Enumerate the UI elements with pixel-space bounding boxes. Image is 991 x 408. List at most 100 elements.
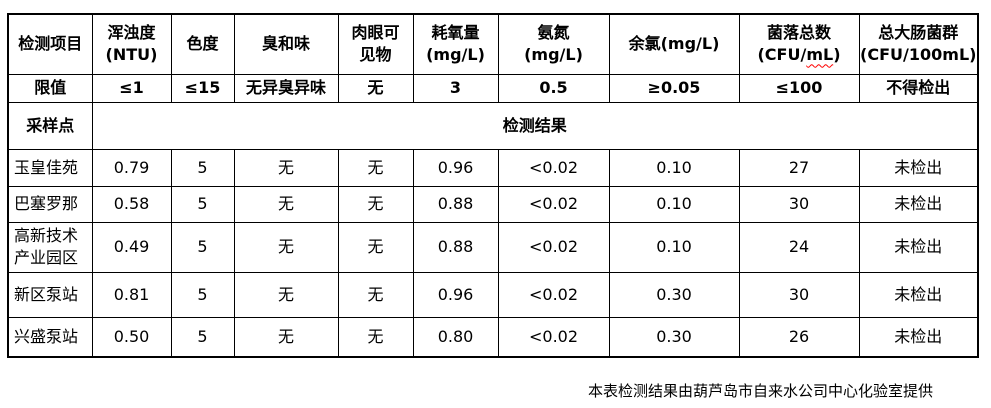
limit-value: 无 xyxy=(337,73,414,103)
value-cell: 0.30 xyxy=(608,316,740,358)
col-header-chroma: 色度 xyxy=(170,13,235,75)
value-cell: 0.30 xyxy=(608,271,740,318)
site-name-cell: 新区泵站 xyxy=(7,271,93,318)
value-cell: 0.88 xyxy=(412,185,499,223)
header-line2: 见物 xyxy=(359,45,392,65)
value-cell: 无 xyxy=(233,148,339,187)
limit-value: 0.5 xyxy=(497,73,610,103)
sampling-point-row: 采样点 检测结果 xyxy=(7,101,979,150)
col-header-oxygen-consumption: 耗氧量 (mg/L) xyxy=(412,13,499,75)
limit-value: 3 xyxy=(412,73,499,103)
water-quality-table: 检测项目 浑浊度 (NTU) 色度 臭和味 肉眼可 见物 耗氧量 (mg/L) xyxy=(7,13,979,358)
value-cell: 30 xyxy=(738,185,860,223)
value-cell: 5 xyxy=(170,271,235,318)
unit-prefix: (CFU/ xyxy=(757,45,807,65)
value-cell: 未检出 xyxy=(858,316,979,358)
value-cell: 0.81 xyxy=(91,271,172,318)
value-cell: 0.50 xyxy=(91,316,172,358)
unit-suffix: ) xyxy=(833,45,841,65)
value-cell: 5 xyxy=(170,185,235,223)
value-cell: 26 xyxy=(738,316,860,358)
value-cell: 无 xyxy=(337,316,414,358)
col-header-visible-matter: 肉眼可 见物 xyxy=(337,13,414,75)
limit-value: ≤15 xyxy=(170,73,235,103)
header-line1: 浑浊度 xyxy=(107,23,156,43)
header-line1: 总大肠菌群 xyxy=(878,23,959,43)
limit-value: 不得检出 xyxy=(858,73,979,103)
limit-value: ≤1 xyxy=(91,73,172,103)
table-row: 兴盛泵站 0.50 5 无 无 0.80 <0.02 0.30 26 未检出 xyxy=(7,316,979,358)
value-cell: <0.02 xyxy=(497,221,610,273)
value-cell: <0.02 xyxy=(497,271,610,318)
sampling-point-label: 采样点 xyxy=(7,101,93,150)
header-line1: 耗氧量 xyxy=(431,23,480,43)
value-cell: 无 xyxy=(337,148,414,187)
header-line1: 检测项目 xyxy=(18,34,83,54)
value-cell: 24 xyxy=(738,221,860,273)
value-cell: 未检出 xyxy=(858,221,979,273)
header-line1: 余氯(mg/L) xyxy=(628,34,720,54)
table-row: 高新技术产业园区 0.49 5 无 无 0.88 <0.02 0.10 24 未… xyxy=(7,221,979,273)
header-line2: (NTU) xyxy=(105,45,158,65)
value-cell: 30 xyxy=(738,271,860,318)
table-row: 巴塞罗那 0.58 5 无 无 0.88 <0.02 0.10 30 未检出 xyxy=(7,185,979,223)
value-cell: 0.58 xyxy=(91,185,172,223)
value-cell: 5 xyxy=(170,148,235,187)
value-cell: 0.79 xyxy=(91,148,172,187)
value-cell: 无 xyxy=(233,221,339,273)
value-cell: 无 xyxy=(337,185,414,223)
limit-value: ≥0.05 xyxy=(608,73,740,103)
limit-value: ≤100 xyxy=(738,73,860,103)
value-cell: 0.96 xyxy=(412,271,499,318)
col-header-turbidity: 浑浊度 (NTU) xyxy=(91,13,172,75)
header-line2: (CFU/mL) xyxy=(740,44,858,66)
limit-row: 限值 ≤1 ≤15 无异臭异味 无 3 0.5 ≥0.05 ≤100 不得检出 xyxy=(7,73,979,103)
header-line1: 氨氮 xyxy=(537,23,570,43)
table-row: 玉皇佳苑 0.79 5 无 无 0.96 <0.02 0.10 27 未检出 xyxy=(7,148,979,187)
value-cell: 无 xyxy=(337,271,414,318)
value-cell: <0.02 xyxy=(497,316,610,358)
lab-attribution-note: 本表检测结果由葫芦岛市自来水公司中心化验室提供 xyxy=(588,382,934,400)
col-header-odor-taste: 臭和味 xyxy=(233,13,339,75)
value-cell: 无 xyxy=(233,316,339,358)
value-cell: 0.96 xyxy=(412,148,499,187)
header-row: 检测项目 浑浊度 (NTU) 色度 臭和味 肉眼可 见物 耗氧量 (mg/L) xyxy=(7,13,979,75)
value-cell: <0.02 xyxy=(497,148,610,187)
col-header-residual-chlorine: 余氯(mg/L) xyxy=(608,13,740,75)
value-cell: 无 xyxy=(337,221,414,273)
header-line1: 肉眼可 xyxy=(351,23,400,43)
value-cell: 0.80 xyxy=(412,316,499,358)
value-cell: 未检出 xyxy=(858,271,979,318)
value-cell: 27 xyxy=(738,148,860,187)
value-cell: 0.10 xyxy=(608,148,740,187)
value-cell: 5 xyxy=(170,221,235,273)
value-cell: 无 xyxy=(233,185,339,223)
value-cell: 0.10 xyxy=(608,221,740,273)
site-name-cell: 兴盛泵站 xyxy=(7,316,93,358)
col-header-colony-count: 菌落总数 (CFU/mL) xyxy=(738,13,860,75)
spellcheck-underlined-unit: mL xyxy=(806,45,834,65)
value-cell: 5 xyxy=(170,316,235,358)
header-line1: 菌落总数 xyxy=(766,23,831,43)
value-cell: 0.88 xyxy=(412,221,499,273)
col-header-ammonia-nitrogen: 氨氮 (mg/L) xyxy=(497,13,610,75)
value-cell: 0.10 xyxy=(608,185,740,223)
value-cell: 0.49 xyxy=(91,221,172,273)
header-line2: (mg/L) xyxy=(426,45,485,65)
value-cell: 未检出 xyxy=(858,148,979,187)
value-cell: 无 xyxy=(233,271,339,318)
site-name-cell: 玉皇佳苑 xyxy=(7,148,93,187)
header-line2: (CFU/100mL) xyxy=(860,45,977,65)
value-cell: <0.02 xyxy=(497,185,610,223)
site-name-cell: 高新技术产业园区 xyxy=(7,221,93,273)
col-header-total-coliforms: 总大肠菌群 (CFU/100mL) xyxy=(858,13,979,75)
col-header-test-item: 检测项目 xyxy=(7,13,93,75)
limit-value: 无异臭异味 xyxy=(233,73,339,103)
table-row: 新区泵站 0.81 5 无 无 0.96 <0.02 0.30 30 未检出 xyxy=(7,271,979,318)
test-results-merged-cell: 检测结果 xyxy=(91,101,979,150)
limit-row-label: 限值 xyxy=(7,73,93,103)
header-line2: (mg/L) xyxy=(524,45,583,65)
site-name-cell: 巴塞罗那 xyxy=(7,185,93,223)
header-line1: 臭和味 xyxy=(261,34,310,54)
